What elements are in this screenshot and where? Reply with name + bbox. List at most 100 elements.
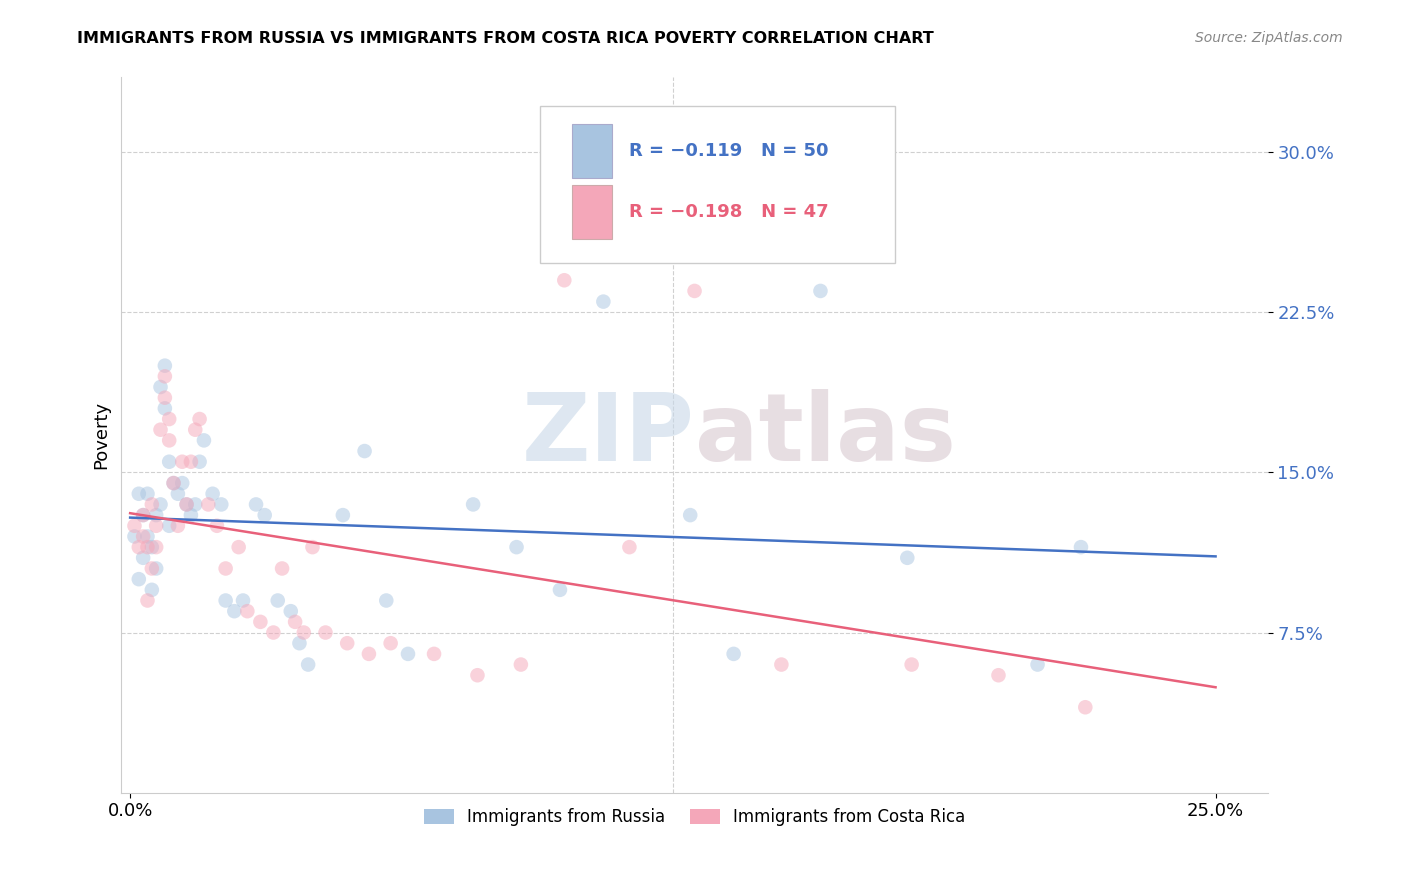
Point bbox=[505, 540, 527, 554]
Point bbox=[463, 498, 485, 512]
Point bbox=[157, 455, 180, 469]
Point bbox=[180, 455, 202, 469]
Point bbox=[176, 498, 198, 512]
Point bbox=[167, 518, 190, 533]
Point bbox=[267, 593, 290, 607]
Point bbox=[124, 529, 146, 543]
Point bbox=[271, 561, 294, 575]
Point bbox=[132, 529, 155, 543]
Point bbox=[553, 273, 575, 287]
Point bbox=[172, 476, 194, 491]
Text: Source: ZipAtlas.com: Source: ZipAtlas.com bbox=[1195, 31, 1343, 45]
Point bbox=[145, 508, 167, 522]
Text: IMMIGRANTS FROM RUSSIA VS IMMIGRANTS FROM COSTA RICA POVERTY CORRELATION CHART: IMMIGRANTS FROM RUSSIA VS IMMIGRANTS FRO… bbox=[77, 31, 934, 46]
Point bbox=[157, 518, 180, 533]
Point bbox=[153, 359, 176, 373]
Point bbox=[128, 487, 150, 501]
Point bbox=[509, 657, 531, 672]
Point bbox=[149, 380, 172, 394]
Point bbox=[770, 657, 793, 672]
Point bbox=[1026, 657, 1049, 672]
Point bbox=[149, 423, 172, 437]
Point bbox=[467, 668, 489, 682]
Point bbox=[249, 615, 271, 629]
Point bbox=[128, 572, 150, 586]
Point bbox=[153, 391, 176, 405]
Point bbox=[141, 561, 163, 575]
Point bbox=[176, 498, 198, 512]
Point bbox=[136, 529, 159, 543]
Point bbox=[132, 508, 155, 522]
Point bbox=[896, 550, 918, 565]
Point bbox=[375, 593, 398, 607]
Point bbox=[193, 434, 215, 448]
Point bbox=[136, 487, 159, 501]
Point bbox=[184, 423, 207, 437]
Point bbox=[228, 540, 250, 554]
Point bbox=[679, 508, 702, 522]
Point bbox=[297, 657, 319, 672]
Point bbox=[224, 604, 246, 618]
Point bbox=[1074, 700, 1097, 714]
Point bbox=[987, 668, 1010, 682]
Point bbox=[619, 540, 641, 554]
Point bbox=[380, 636, 402, 650]
Point bbox=[357, 647, 380, 661]
Point bbox=[280, 604, 302, 618]
Legend: Immigrants from Russia, Immigrants from Costa Rica: Immigrants from Russia, Immigrants from … bbox=[415, 800, 974, 834]
Text: atlas: atlas bbox=[695, 389, 956, 481]
Point bbox=[145, 540, 167, 554]
Point bbox=[353, 444, 375, 458]
Point bbox=[145, 561, 167, 575]
Point bbox=[157, 412, 180, 426]
Point bbox=[188, 412, 211, 426]
Point bbox=[149, 498, 172, 512]
Point bbox=[236, 604, 259, 618]
Point bbox=[292, 625, 315, 640]
Point bbox=[172, 455, 194, 469]
FancyBboxPatch shape bbox=[572, 186, 612, 239]
Y-axis label: Poverty: Poverty bbox=[93, 401, 110, 469]
Point bbox=[167, 487, 190, 501]
Point bbox=[232, 593, 254, 607]
Point bbox=[315, 625, 337, 640]
Point bbox=[683, 284, 706, 298]
Point bbox=[592, 294, 614, 309]
Point bbox=[205, 518, 228, 533]
Point bbox=[423, 647, 446, 661]
Point bbox=[136, 540, 159, 554]
Point bbox=[723, 647, 745, 661]
Point bbox=[184, 498, 207, 512]
Point bbox=[1070, 540, 1092, 554]
Point bbox=[201, 487, 224, 501]
Point bbox=[262, 625, 284, 640]
Point bbox=[288, 636, 311, 650]
Point bbox=[157, 434, 180, 448]
Point bbox=[396, 647, 419, 661]
Point bbox=[153, 401, 176, 416]
Point bbox=[900, 657, 922, 672]
Point bbox=[153, 369, 176, 384]
Point bbox=[214, 561, 236, 575]
Point bbox=[301, 540, 323, 554]
Point bbox=[162, 476, 184, 491]
Point bbox=[209, 498, 232, 512]
Text: R = −0.119   N = 50: R = −0.119 N = 50 bbox=[630, 142, 828, 160]
Point bbox=[145, 518, 167, 533]
Point bbox=[336, 636, 359, 650]
Text: ZIP: ZIP bbox=[522, 389, 695, 481]
Point bbox=[197, 498, 219, 512]
Point bbox=[188, 455, 211, 469]
Point bbox=[548, 582, 571, 597]
Point bbox=[284, 615, 307, 629]
Point bbox=[245, 498, 267, 512]
Point bbox=[141, 540, 163, 554]
Point bbox=[332, 508, 354, 522]
FancyBboxPatch shape bbox=[540, 106, 896, 263]
Point bbox=[141, 498, 163, 512]
Point bbox=[810, 284, 832, 298]
Point bbox=[136, 593, 159, 607]
Point bbox=[132, 508, 155, 522]
Point bbox=[180, 508, 202, 522]
Point bbox=[141, 582, 163, 597]
